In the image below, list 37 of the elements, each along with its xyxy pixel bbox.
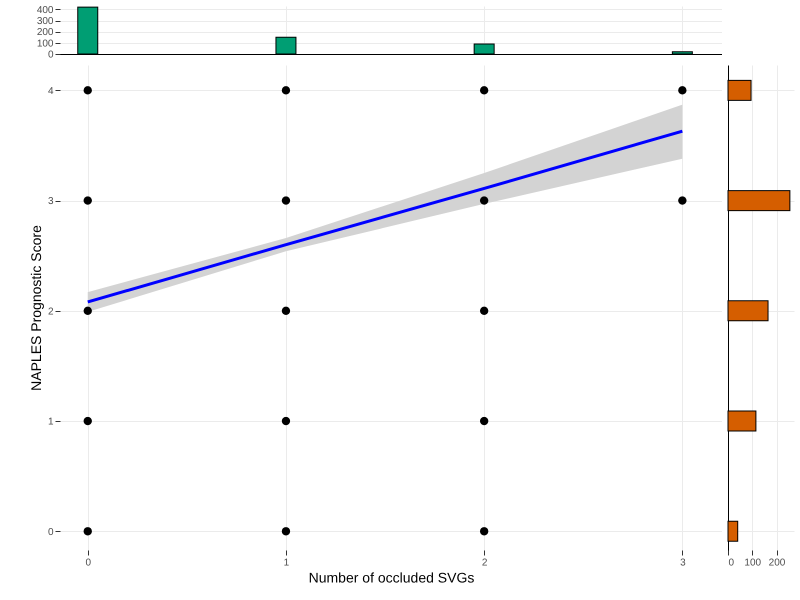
point bbox=[84, 86, 92, 95]
point bbox=[282, 306, 290, 315]
y-tick-label: 0 bbox=[48, 526, 54, 538]
point bbox=[282, 86, 290, 95]
point bbox=[84, 416, 92, 426]
x-tick-label: 0 bbox=[728, 558, 734, 568]
x-tick-label: 2 bbox=[482, 558, 488, 568]
point bbox=[84, 196, 92, 205]
point bbox=[678, 86, 687, 95]
y-tick-label: 400 bbox=[36, 4, 54, 16]
line-series bbox=[86, 130, 684, 304]
point bbox=[678, 196, 687, 205]
y-axis-title: NAPLES Prognostic Score bbox=[28, 224, 44, 391]
y-tick-label: 200 bbox=[36, 27, 54, 38]
x-tick-label: 1 bbox=[284, 558, 290, 568]
x-tick-label: 3 bbox=[680, 558, 686, 568]
y-tick-label: 4 bbox=[48, 86, 54, 97]
point bbox=[282, 527, 290, 536]
y-tick-label: 3 bbox=[48, 196, 54, 208]
x-tick-label: 200 bbox=[768, 558, 786, 568]
y-tick-label: 300 bbox=[36, 16, 54, 28]
point bbox=[480, 416, 488, 426]
point bbox=[480, 86, 488, 95]
point bbox=[480, 306, 488, 315]
y-tick-label: 1 bbox=[48, 416, 54, 428]
x-axis-title: Number of occluded SVGs bbox=[308, 570, 474, 586]
y-tick-label: 100 bbox=[36, 38, 54, 50]
point bbox=[84, 306, 92, 315]
y-tick-label: 0 bbox=[48, 50, 54, 60]
x-tick-label: 0 bbox=[85, 558, 92, 568]
point bbox=[480, 527, 488, 536]
y-tick-label: 2 bbox=[48, 306, 54, 318]
point bbox=[282, 196, 290, 205]
point bbox=[282, 416, 290, 426]
point bbox=[480, 196, 488, 205]
x-tick-label: 100 bbox=[744, 558, 762, 568]
point bbox=[84, 527, 92, 536]
